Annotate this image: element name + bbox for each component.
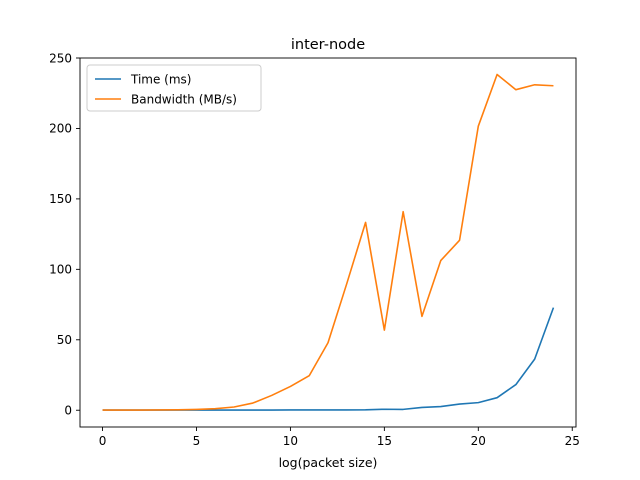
y-tick-label: 150 <box>49 192 72 206</box>
x-tick-label: 5 <box>193 434 201 448</box>
x-tick-label: 25 <box>565 434 580 448</box>
legend-box <box>86 64 262 112</box>
legend-label-time: Time (ms) <box>130 72 192 86</box>
chart-title: inter-node <box>291 37 365 53</box>
series-line-bandwidth <box>102 73 554 411</box>
y-tick-label: 250 <box>49 51 72 65</box>
x-tick-label: 15 <box>377 434 392 448</box>
legend-label-bandwidth: Bandwidth (MB/s) <box>131 92 237 106</box>
y-tick-label: 200 <box>49 122 72 136</box>
x-tick-label: 20 <box>471 434 486 448</box>
x-tick-label: 10 <box>283 434 298 448</box>
y-tick-label: 0 <box>64 404 72 418</box>
axes-frame <box>79 57 577 428</box>
y-tick-label: 100 <box>49 263 72 277</box>
x-tick-label: 0 <box>99 434 107 448</box>
x-axis-label: log(packet size) <box>279 455 378 470</box>
y-tick-label: 50 <box>57 333 72 347</box>
